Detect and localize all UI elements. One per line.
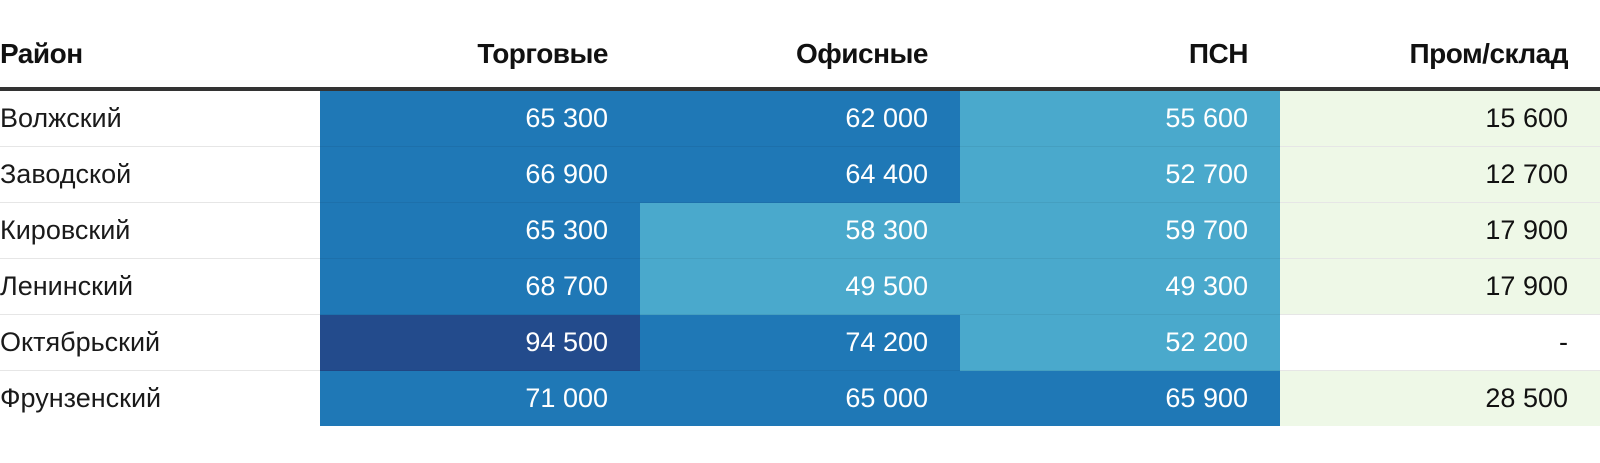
district-name: Ленинский xyxy=(0,258,320,315)
heatmap-cell: 74 200 xyxy=(640,314,960,371)
heatmap-cell: 52 200 xyxy=(960,314,1280,371)
table-row: Октябрьский 94 500 74 200 52 200 - xyxy=(0,314,1600,371)
heatmap-cell: 65 300 xyxy=(320,202,640,259)
heatmap-cell: 52 700 xyxy=(960,146,1280,203)
heatmap-cell: 58 300 xyxy=(640,202,960,259)
district-name: Заводской xyxy=(0,146,320,203)
table-body: Волжский 65 300 62 000 55 600 15 600 Зав… xyxy=(0,89,1600,426)
heatmap-cell: 65 000 xyxy=(640,370,960,426)
heatmap-cell: 55 600 xyxy=(960,89,1280,147)
column-header-psn: ПСН xyxy=(960,21,1280,91)
heatmap-cell: 28 500 xyxy=(1280,370,1600,426)
heatmap-cell: 68 700 xyxy=(320,258,640,315)
heatmap-cell: 17 900 xyxy=(1280,258,1600,315)
heatmap-cell: 15 600 xyxy=(1280,89,1600,147)
heatmap-cell: 65 900 xyxy=(960,370,1280,426)
table-row: Волжский 65 300 62 000 55 600 15 600 xyxy=(0,89,1600,147)
heatmap-cell: 66 900 xyxy=(320,146,640,203)
heatmap-cell: 71 000 xyxy=(320,370,640,426)
column-header-industrial: Пром/склад xyxy=(1280,21,1600,91)
table-row: Ленинский 68 700 49 500 49 300 17 900 xyxy=(0,258,1600,315)
district-name: Волжский xyxy=(0,89,320,147)
table-row: Кировский 65 300 58 300 59 700 17 900 xyxy=(0,202,1600,259)
table-row: Фрунзенский 71 000 65 000 65 900 28 500 xyxy=(0,370,1600,426)
header-row: Район Торговые Офисные ПСН Пром/склад xyxy=(0,21,1600,91)
heatmap-cell: 65 300 xyxy=(320,89,640,147)
district-name: Октябрьский xyxy=(0,314,320,371)
heatmap-cell: 94 500 xyxy=(320,314,640,371)
heatmap-cell: 49 500 xyxy=(640,258,960,315)
heatmap-table: Район Торговые Офисные ПСН Пром/склад Во… xyxy=(0,21,1600,426)
column-header-office: Офисные xyxy=(640,21,960,91)
district-name: Кировский xyxy=(0,202,320,259)
column-header-district: Район xyxy=(0,21,320,91)
column-header-retail: Торговые xyxy=(320,21,640,91)
heatmap-cell: 64 400 xyxy=(640,146,960,203)
table-row: Заводской 66 900 64 400 52 700 12 700 xyxy=(0,146,1600,203)
heatmap-cell: 17 900 xyxy=(1280,202,1600,259)
heatmap-cell: 59 700 xyxy=(960,202,1280,259)
heatmap-cell: 49 300 xyxy=(960,258,1280,315)
heatmap-cell: 12 700 xyxy=(1280,146,1600,203)
district-name: Фрунзенский xyxy=(0,383,162,413)
heatmap-cell: - xyxy=(1280,314,1600,371)
heatmap-cell: 62 000 xyxy=(640,89,960,147)
